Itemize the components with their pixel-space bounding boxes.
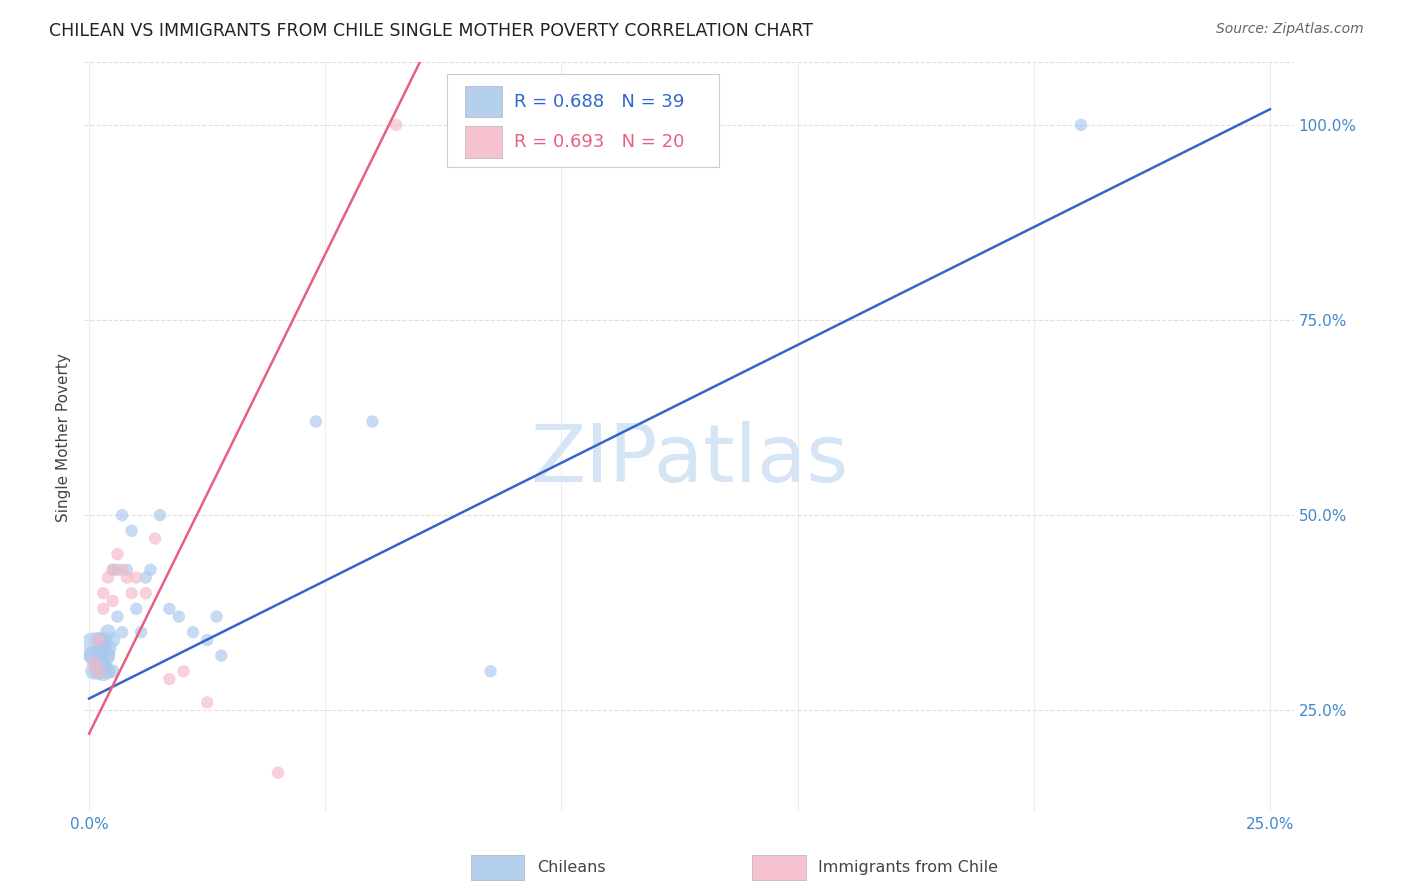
Point [97,664,120,679]
FancyBboxPatch shape [465,86,502,117]
FancyBboxPatch shape [752,855,806,880]
Point [385,118,408,132]
Point [97,648,120,663]
Point [91,633,114,648]
Text: CHILEAN VS IMMIGRANTS FROM CHILE SINGLE MOTHER POVERTY CORRELATION CHART: CHILEAN VS IMMIGRANTS FROM CHILE SINGLE … [49,22,813,40]
Point [205,609,228,624]
Point [267,765,290,780]
Point [181,625,204,640]
Point [107,563,129,577]
Point [91,657,114,671]
Point [101,664,124,679]
FancyBboxPatch shape [465,127,502,158]
Point [115,571,138,585]
Point [139,563,162,577]
Point [83,648,105,663]
Point [101,633,124,648]
Point [101,563,124,577]
Point [305,414,328,429]
Point [91,586,114,600]
Point [83,664,105,679]
Point [135,586,157,600]
Point [111,563,134,577]
Point [361,414,384,429]
Text: R = 0.693   N = 20: R = 0.693 N = 20 [513,133,683,151]
Point [87,633,110,648]
Text: Immigrants from Chile: Immigrants from Chile [818,861,998,875]
Point [129,625,152,640]
Text: ZIPatlas: ZIPatlas [530,420,848,499]
Point [87,664,110,679]
Point [83,657,105,671]
Point [97,571,120,585]
FancyBboxPatch shape [447,74,720,168]
Point [149,508,172,523]
Point [125,571,148,585]
Point [101,594,124,608]
Point [83,640,105,655]
Point [121,524,143,538]
FancyBboxPatch shape [471,855,524,880]
Text: Chileans: Chileans [537,861,606,875]
Y-axis label: Single Mother Poverty: Single Mother Poverty [56,352,72,522]
Point [107,609,129,624]
Point [209,648,232,663]
Point [157,672,180,686]
Point [91,648,114,663]
Point [135,571,157,585]
Point [167,609,190,624]
Point [91,601,114,615]
Point [195,696,218,710]
Text: R = 0.688   N = 39: R = 0.688 N = 39 [513,93,683,111]
Point [107,547,129,561]
Point [692,118,714,132]
Point [101,563,124,577]
Point [87,657,110,671]
Point [97,640,120,655]
Point [143,532,166,546]
Point [157,601,180,615]
Text: Source: ZipAtlas.com: Source: ZipAtlas.com [1216,22,1364,37]
Point [91,664,114,679]
Point [111,508,134,523]
Point [97,625,120,640]
Point [121,586,143,600]
Point [195,633,218,648]
Point [115,563,138,577]
Point [173,664,195,679]
Point [87,633,110,648]
Point [111,625,134,640]
Point [479,664,502,679]
Point [1070,118,1092,132]
Point [125,601,148,615]
Point [87,664,110,679]
